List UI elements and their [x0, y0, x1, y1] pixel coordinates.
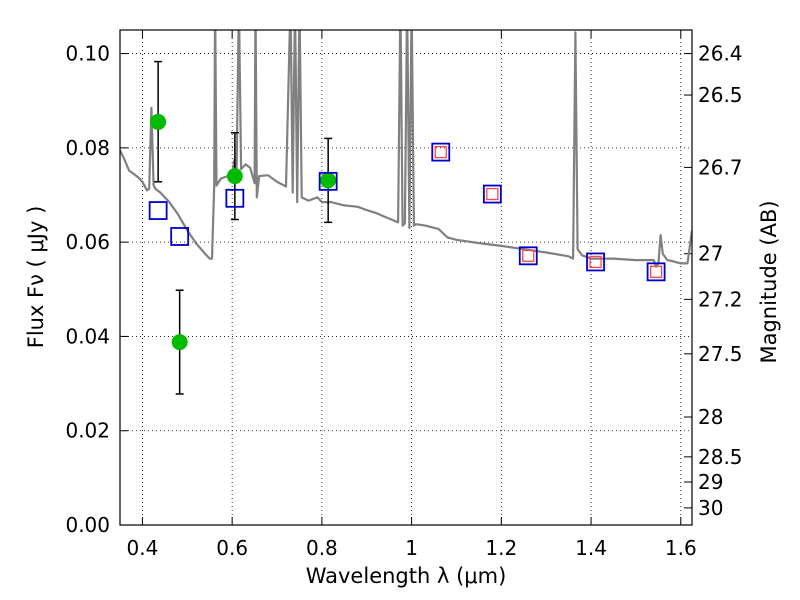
right-tick-label: 27	[698, 242, 723, 266]
model-flux-marker	[170, 227, 190, 246]
model-flux-marker	[646, 262, 666, 282]
y-tick-label: 0.06	[65, 230, 110, 254]
right-tick-label: 27.2	[698, 287, 743, 311]
y-tick-label: 0.00	[65, 513, 110, 537]
right-tick-label: 29	[698, 470, 723, 494]
x-tick-label: 1.2	[485, 536, 517, 560]
model-flux-marker	[225, 188, 245, 208]
x-axis-label: Wavelength λ (μm)	[306, 564, 507, 588]
x-tick-label: 0.6	[216, 536, 248, 560]
y-axis-label-right: Magnitude (AB)	[757, 200, 781, 363]
model-flux-marker	[586, 252, 605, 272]
x-tick-label: 1.6	[665, 536, 697, 560]
right-tick-label: 28	[698, 405, 723, 429]
y-tick-label: 0.04	[65, 324, 110, 348]
right-tick-label: 26.7	[698, 155, 743, 179]
y-axis-label-left: Flux Fν ( μJy )	[24, 206, 48, 349]
model-flux-marker	[518, 246, 538, 266]
spectrum-line	[120, 30, 692, 268]
plot-frame	[119, 29, 693, 526]
observed-point	[171, 334, 188, 351]
y-tick-label: 0.10	[65, 42, 110, 66]
synthetic-flux-marker	[486, 187, 499, 201]
model-flux-marker	[318, 171, 338, 191]
synthetic-flux-marker	[649, 265, 663, 278]
x-tick-label: 0.4	[127, 536, 159, 560]
synthetic-flux-marker	[522, 249, 535, 262]
synthetic-flux-marker	[434, 145, 447, 159]
model-flux-marker	[482, 184, 502, 204]
model-flux-marker	[148, 201, 168, 220]
right-tick-label: 28.5	[698, 445, 743, 469]
y-tick-label: 0.08	[65, 136, 110, 160]
right-tick-label: 27.5	[698, 342, 743, 366]
tick-labels: 0.4 0.6 0.8 1 1.2 1.4 1.6 0.00 0.02 0.04 0.06 0.08 0…	[65, 42, 742, 560]
right-tick-label: 30	[698, 496, 723, 520]
x-tick-label: 1.4	[575, 536, 607, 560]
observed-point	[320, 172, 337, 189]
gridlines	[120, 30, 692, 525]
right-tick-label: 26.5	[698, 83, 743, 107]
y-tick-label: 0.02	[65, 419, 110, 443]
model-flux-marker	[431, 142, 451, 162]
plot-area	[120, 30, 692, 395]
observed-point	[150, 113, 167, 130]
x-tick-label: 1	[405, 536, 418, 560]
observed-point	[226, 168, 243, 185]
synthetic-flux-marker	[589, 255, 602, 269]
x-tick-label: 0.8	[306, 536, 338, 560]
right-tick-label: 26.4	[698, 42, 743, 66]
